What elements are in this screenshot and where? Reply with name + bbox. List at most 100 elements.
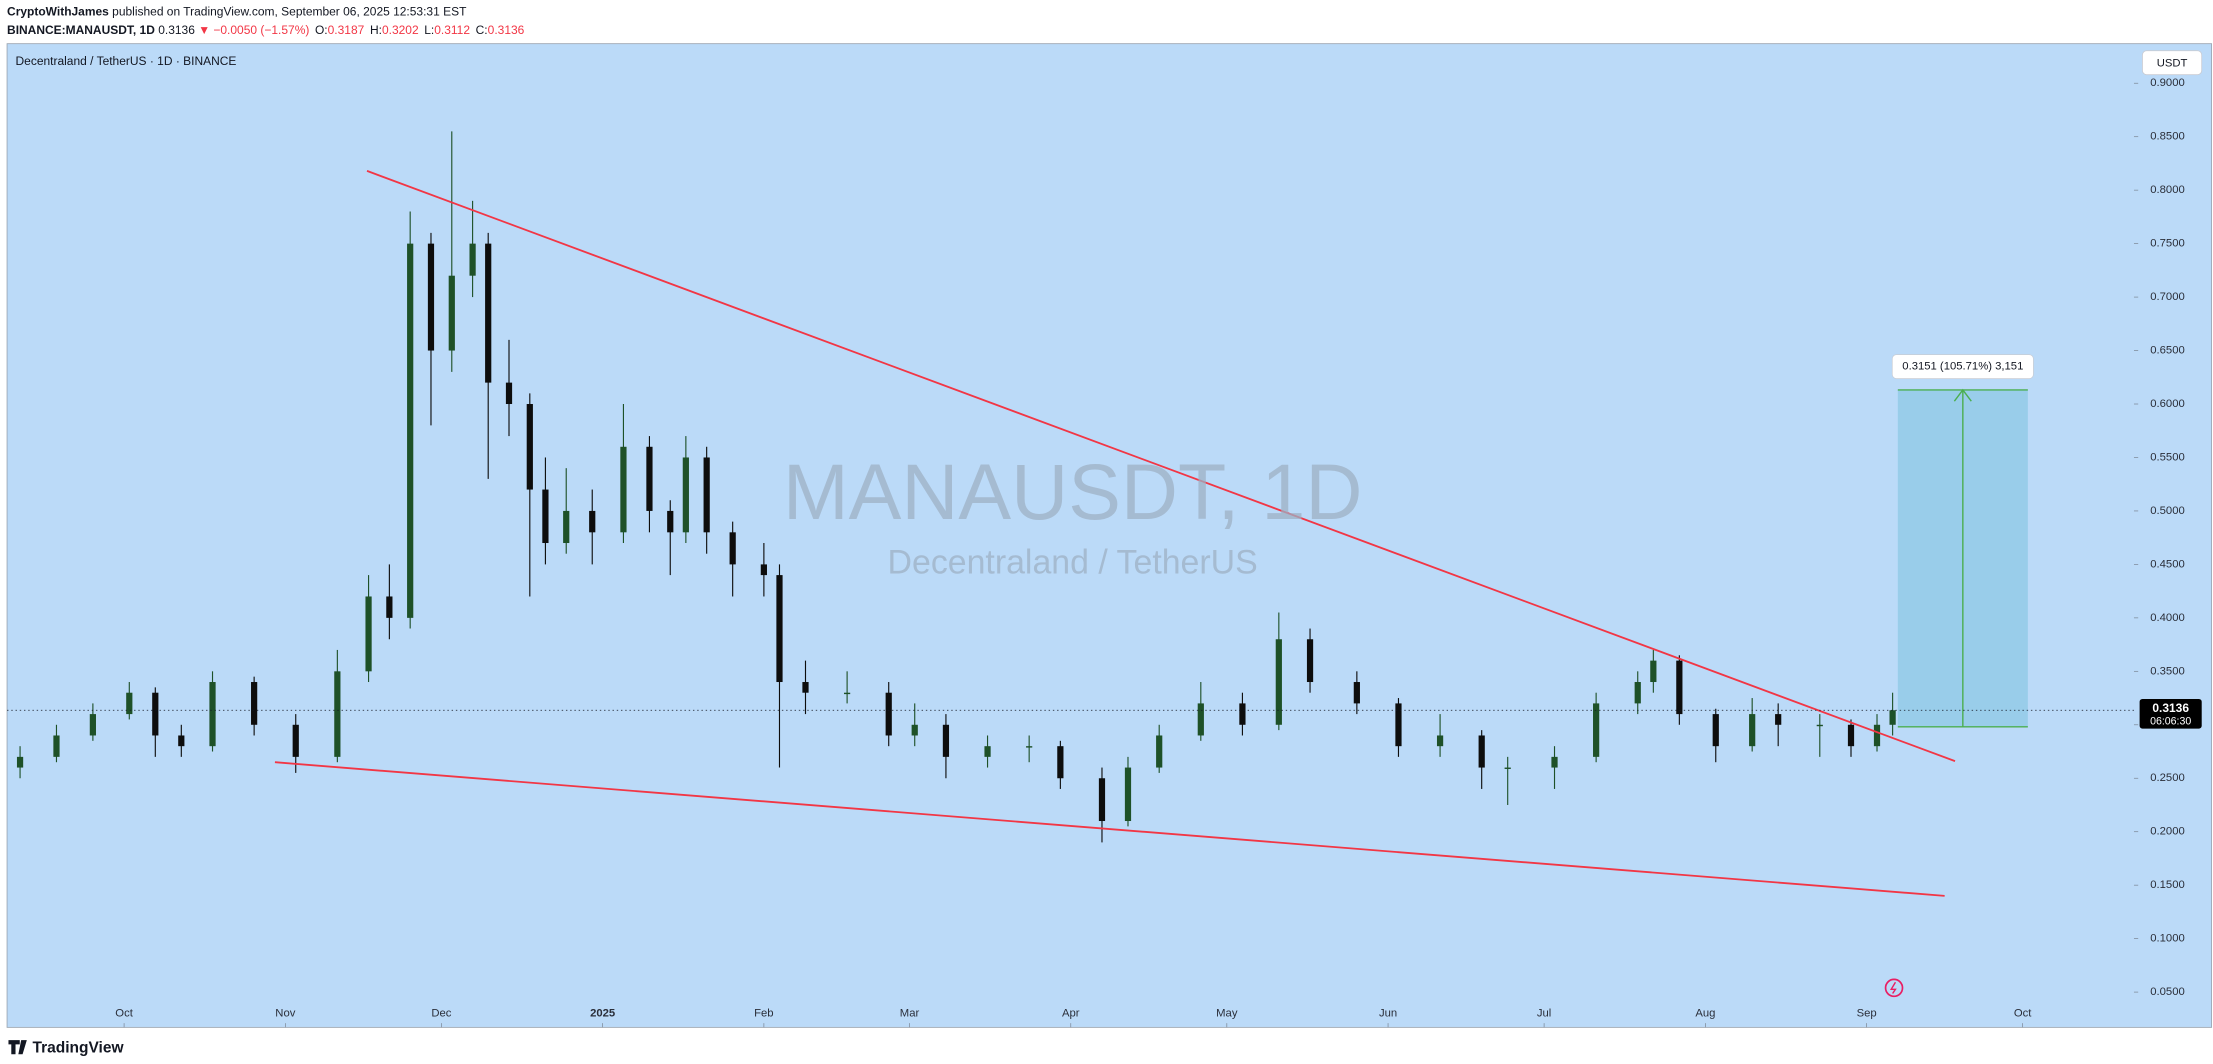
y-tick-label: 0.4500 [2150, 558, 2185, 570]
quote-label: O: [315, 23, 328, 37]
y-tick-label: 0.8500 [2150, 131, 2185, 143]
candle-body [16, 756, 24, 768]
plot: 0.05000.10000.15000.20000.25000.30000.35… [7, 77, 2202, 1028]
candle-body [1889, 710, 1896, 725]
x-tick-label: Jul [1537, 1007, 1551, 1019]
quote-value: 0.3187 [328, 23, 365, 37]
candle-body [760, 564, 767, 576]
candle-body [126, 692, 133, 715]
candle-body [776, 575, 783, 683]
candle-body [1650, 660, 1657, 683]
candle-body [209, 682, 216, 747]
quote-value: 0.3112 [434, 23, 470, 37]
candle-body [365, 596, 372, 672]
header-line-1: CryptoWithJames published on TradingView… [7, 5, 467, 19]
candle-body [563, 510, 570, 544]
position-label-box [1891, 354, 2034, 379]
last-price-label: 0.3136 [2152, 701, 2189, 715]
y-tick-label: 0.8000 [2150, 184, 2185, 196]
candle-body [448, 275, 455, 351]
watermark: MANAUSDT, 1D [783, 447, 1363, 536]
y-tick-label: 0.1500 [2150, 879, 2185, 891]
candle-body [469, 243, 476, 276]
symbol: BINANCE:MANAUSDT, 1D [7, 23, 155, 37]
candle-body [1676, 660, 1683, 715]
candle-body [703, 457, 710, 533]
candle-body [1504, 767, 1511, 769]
candle-body [1749, 714, 1756, 747]
y-tick-label: 0.2000 [2150, 826, 2185, 838]
candle-body [1156, 735, 1163, 768]
published: published on TradingView.com, September … [112, 5, 467, 19]
x-tick-label: May [1216, 1007, 1238, 1019]
x-tick-label: Sep [1857, 1007, 1877, 1019]
candle-body [1395, 703, 1402, 747]
currency-button[interactable] [2142, 50, 2203, 76]
candle-body [178, 735, 185, 747]
y-tick-label: 0.3500 [2150, 665, 2185, 677]
candle-body [1775, 714, 1782, 725]
change: ▼ −0.0050 (−1.57%) [198, 23, 309, 37]
position-arrowhead [1953, 388, 1972, 402]
x-tick-label: Oct [2014, 1007, 2032, 1019]
candle-body [53, 735, 60, 757]
legend-title: Decentraland / TetherUS · 1D · BINANCE [16, 54, 237, 68]
candle-body [1712, 714, 1719, 747]
chart-pane [6, 43, 2213, 1028]
candle-body [911, 724, 918, 736]
candle-body [1634, 682, 1641, 704]
candle-body [407, 243, 414, 618]
candle-body [589, 510, 596, 533]
candle-body [667, 510, 674, 533]
candle-body [334, 671, 341, 757]
brand: TradingView [32, 1040, 124, 1057]
x-tick-label: Apr [1062, 1007, 1080, 1019]
y-tick-label: 0.7000 [2150, 291, 2185, 303]
candle-body [542, 489, 549, 544]
quote-label: H: [370, 23, 382, 37]
x-tick-label: Feb [754, 1007, 773, 1019]
candle-body [646, 446, 653, 511]
x-tick-label: 2025 [590, 1007, 615, 1019]
y-tick-label: 0.2500 [2150, 772, 2185, 784]
header-line-2: BINANCE:MANAUSDT, 1D 0.3136 ▼ −0.0050 (−… [7, 23, 525, 37]
candle-body [885, 692, 892, 736]
alert-icon[interactable] [1884, 978, 1904, 998]
candle-body [682, 457, 689, 533]
candle-body [984, 746, 991, 757]
alert-icon-bolt [1889, 981, 1897, 994]
currency-label: USDT [2157, 57, 2188, 69]
candle-body [1098, 778, 1106, 822]
candle-body [843, 692, 851, 695]
x-tick-label: Aug [1695, 1007, 1715, 1019]
candle-body [1057, 746, 1064, 779]
y-tick-label: 0.6000 [2150, 398, 2185, 410]
candle-body [1239, 703, 1246, 725]
y-tick-label: 0.7500 [2150, 238, 2185, 250]
candle-body [1026, 746, 1033, 748]
candle-body [1847, 724, 1855, 747]
candle-body [1816, 724, 1823, 727]
x-tick-label: Mar [900, 1007, 920, 1019]
y-tick-label: 0.5000 [2150, 505, 2185, 517]
quote-label: L: [424, 23, 434, 37]
quote: O:0.3187 H:0.3202 L:0.3112 C:0.3136 [315, 23, 525, 37]
candle-body [729, 532, 736, 565]
x-tick-label: Nov [275, 1007, 295, 1019]
candle-body [89, 714, 96, 736]
candle-body [1551, 756, 1558, 768]
price: 0.3136 [158, 23, 195, 37]
position-label: 0.3151 (105.71%) 3,151 [1902, 361, 2023, 373]
trendline [274, 761, 1945, 897]
x-tick-label: Jun [1379, 1007, 1397, 1019]
candle-body [1593, 703, 1600, 757]
brand-logo [8, 1040, 27, 1055]
candle-body [152, 692, 159, 736]
candle-body [1275, 639, 1282, 725]
y-tick-label: 0.1000 [2150, 933, 2185, 945]
last-price-tag [2139, 698, 2202, 729]
countdown: 06:06:30 [2150, 715, 2191, 727]
y-tick-label: 0.0500 [2150, 986, 2185, 998]
